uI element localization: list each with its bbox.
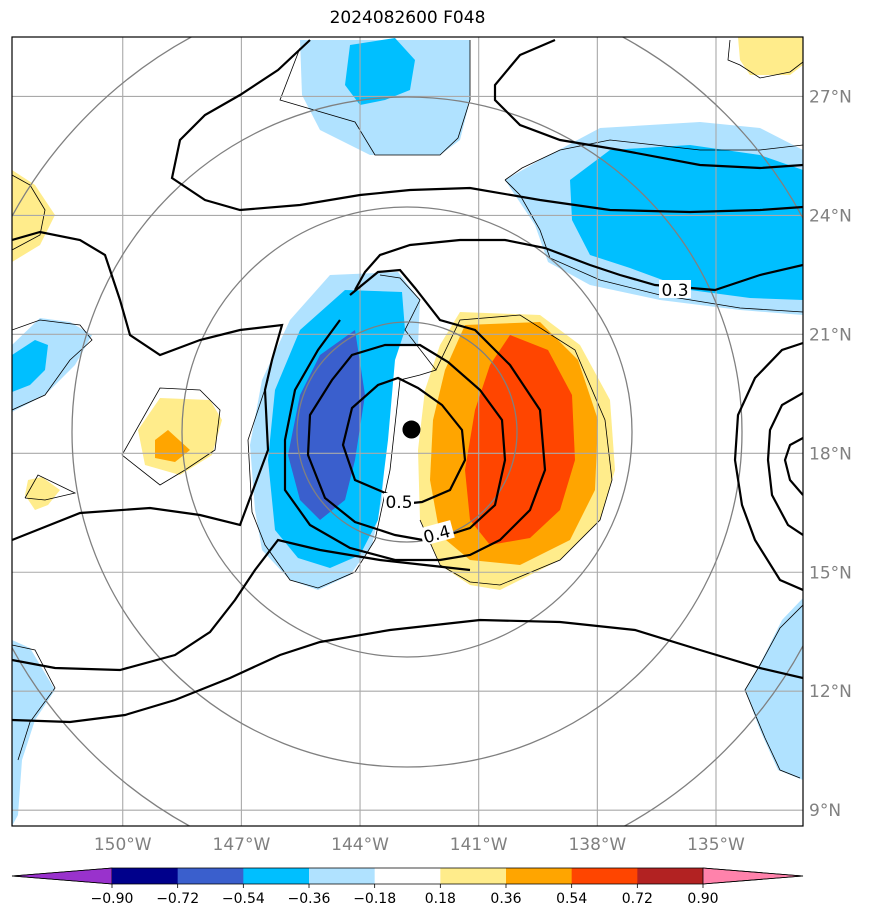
colorbar-segment	[243, 868, 310, 884]
map-area	[12, 37, 803, 826]
lon-tick-label: 141°W	[450, 835, 508, 855]
thick-contour-lines	[12, 38, 803, 724]
thin-line	[121, 387, 221, 486]
colorbar-tick-label: 0.36	[490, 891, 521, 907]
fill-w-small-yellow	[25, 477, 60, 510]
thin-line	[24, 474, 77, 501]
range-circle-2	[181, 206, 633, 658]
colorbar-tick-label: −0.36	[288, 891, 331, 907]
label-bg-0.5	[384, 493, 414, 511]
grid-lines	[12, 37, 803, 826]
lat-tick-label: 27°N	[809, 87, 852, 107]
lat-tick-label: 18°N	[809, 444, 852, 464]
colorbar-tick-label: 0.72	[622, 891, 653, 907]
contour-north	[170, 39, 803, 214]
colorbar-segment	[571, 868, 638, 884]
fill-medium-blue-lobe	[288, 330, 365, 520]
colorbar-segment	[637, 868, 704, 884]
contour-0.4	[306, 343, 507, 542]
colorbar-tick-label: −0.72	[156, 891, 199, 907]
contour-south-2	[12, 618, 803, 724]
lat-tick-label: 15°N	[809, 563, 852, 583]
label-bg-0.3	[659, 280, 691, 298]
colorbar-tick-label: 0.18	[425, 891, 456, 907]
colorbar-min-extension	[11, 867, 113, 885]
contour-ne-arc	[493, 38, 803, 170]
fill-w-blue	[12, 340, 48, 392]
lon-tick-label: 135°W	[687, 835, 745, 855]
thin-contour-lines	[12, 39, 803, 779]
colorbar-segment	[309, 868, 376, 884]
range-circles	[12, 37, 803, 826]
colorbar-max-extension	[702, 867, 804, 885]
fill-sw-orange	[155, 430, 190, 462]
lon-tick-label: 150°W	[94, 835, 152, 855]
contour-0.3	[354, 238, 803, 292]
fill-se-light-blue	[745, 598, 803, 780]
colorbar-segment	[374, 868, 441, 884]
fill-sw-light-blue	[12, 640, 55, 826]
lon-tick-label: 147°W	[213, 835, 271, 855]
colorbar-segment	[506, 868, 573, 884]
range-circle-1	[296, 321, 518, 543]
contour-labels: 0.5 0.4 0.3	[384, 280, 691, 548]
colorbar-tick-label: 0.90	[687, 891, 718, 907]
contour-label-0.5: 0.5	[385, 493, 412, 513]
map-frame	[11, 36, 804, 827]
colorbar-segment	[177, 868, 244, 884]
contour-outer-ring	[283, 268, 547, 562]
contour-south-1	[12, 538, 471, 672]
colorbar-segment	[112, 868, 179, 884]
fill-w-yellow	[12, 170, 55, 262]
label-bg-0.4	[419, 520, 455, 546]
thin-line	[12, 174, 46, 251]
lon-tick-label: 138°W	[568, 835, 626, 855]
lon-tick-labels: 150°W 147°W 144°W 141°W 138°W 135°W	[94, 835, 745, 855]
contour-label-0.3: 0.3	[661, 281, 688, 301]
thin-line	[504, 179, 803, 313]
lat-tick-labels: 9°N 12°N 15°N 18°N 21°N 24°N 27°N	[809, 87, 852, 821]
thin-line	[744, 604, 803, 779]
fill-ne-yellow	[738, 37, 803, 75]
colorbar-tick-label: −0.54	[222, 891, 265, 907]
range-circle-3	[71, 96, 743, 768]
colorbar-tick-label: −0.90	[91, 891, 134, 907]
chart-title: 2024082600 F048	[329, 8, 486, 28]
colorbar-tick-label: 0.54	[556, 891, 587, 907]
filled-contours	[12, 37, 803, 826]
thin-line	[504, 139, 803, 181]
contour-inner-0.5	[341, 376, 467, 505]
lat-tick-label: 12°N	[809, 682, 852, 702]
colorbar-tick-label: −0.18	[353, 891, 396, 907]
colorbar-segment	[440, 868, 507, 884]
thin-line	[12, 644, 56, 761]
fill-w-light-blue	[12, 318, 92, 412]
contour-east-inner	[783, 437, 803, 496]
thin-line	[247, 274, 437, 589]
contour-spiral	[12, 230, 284, 542]
lat-tick-label: 21°N	[809, 325, 852, 345]
fill-ne-blue	[570, 145, 803, 300]
lat-tick-label: 9°N	[809, 801, 841, 821]
thin-line	[419, 314, 613, 586]
fill-n-blue	[345, 38, 415, 105]
thin-line	[12, 319, 93, 411]
thin-line	[727, 39, 803, 79]
fill-red-lobe	[465, 335, 575, 545]
colorbar: −0.90 −0.72 −0.54 −0.36 −0.18 0.18 0.36 0.54 0.7…	[11, 867, 804, 907]
thin-line	[279, 40, 471, 156]
contour-east-mid	[766, 392, 803, 536]
storm-center-marker	[402, 420, 421, 439]
lat-tick-label: 24°N	[809, 206, 852, 226]
contour-east-outer	[733, 341, 803, 592]
lon-tick-label: 144°W	[331, 835, 389, 855]
fill-sw-yellow	[138, 398, 222, 475]
